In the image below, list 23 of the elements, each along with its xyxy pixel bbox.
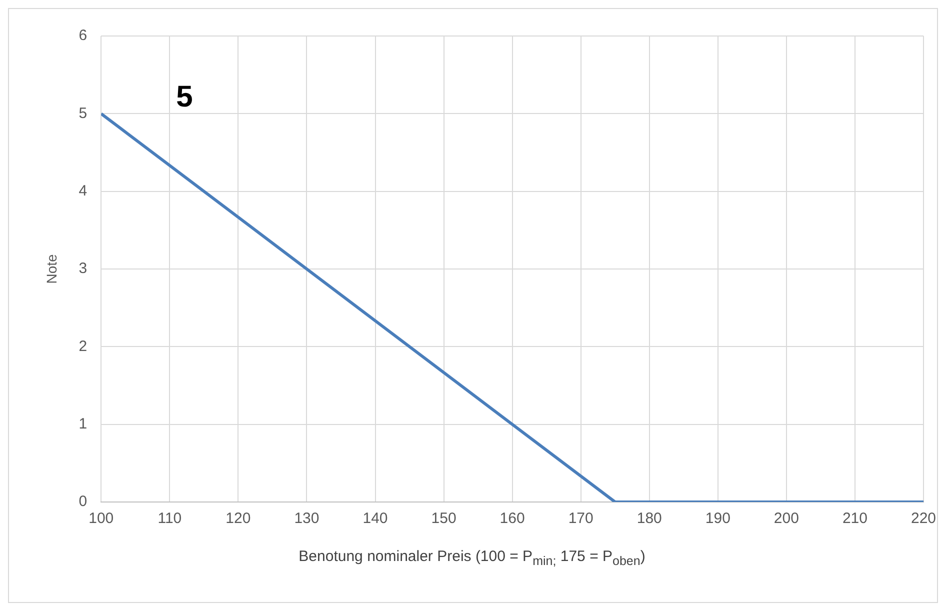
x-tick-label: 140 — [362, 510, 388, 528]
x-tick-label: 180 — [636, 510, 662, 528]
y-tick-label: 6 — [78, 27, 88, 44]
x-tick-label: 110 — [158, 510, 182, 528]
x-tick-label: 130 — [294, 510, 320, 528]
y-tick-label: 3 — [78, 260, 88, 278]
y-tick-label: 1 — [78, 415, 88, 432]
x-tick-label: 170 — [568, 510, 594, 528]
x-tick-label: 190 — [705, 510, 730, 528]
x-tick-label: 160 — [500, 510, 525, 528]
y-tick-label: 2 — [78, 338, 88, 355]
y-tick-label: 5 — [78, 104, 88, 122]
annotation: 5 — [176, 80, 193, 114]
y-tick-label: 4 — [78, 182, 88, 200]
x-tick-label: 200 — [774, 510, 799, 528]
y-tick-label: 0 — [78, 493, 88, 510]
x-tick-label: 150 — [431, 510, 456, 528]
y-axis-title: Note — [43, 254, 60, 284]
x-axis-title: Benotung nominaler Preis (100 = P$_{min;}$ 175 = P$_{oben}$) — [298, 548, 646, 568]
x-tick-label: 220 — [910, 510, 936, 528]
x-tick-label: 100 — [88, 510, 114, 528]
x-tick-label: 210 — [842, 510, 868, 528]
x-tick-label: 120 — [226, 510, 251, 528]
